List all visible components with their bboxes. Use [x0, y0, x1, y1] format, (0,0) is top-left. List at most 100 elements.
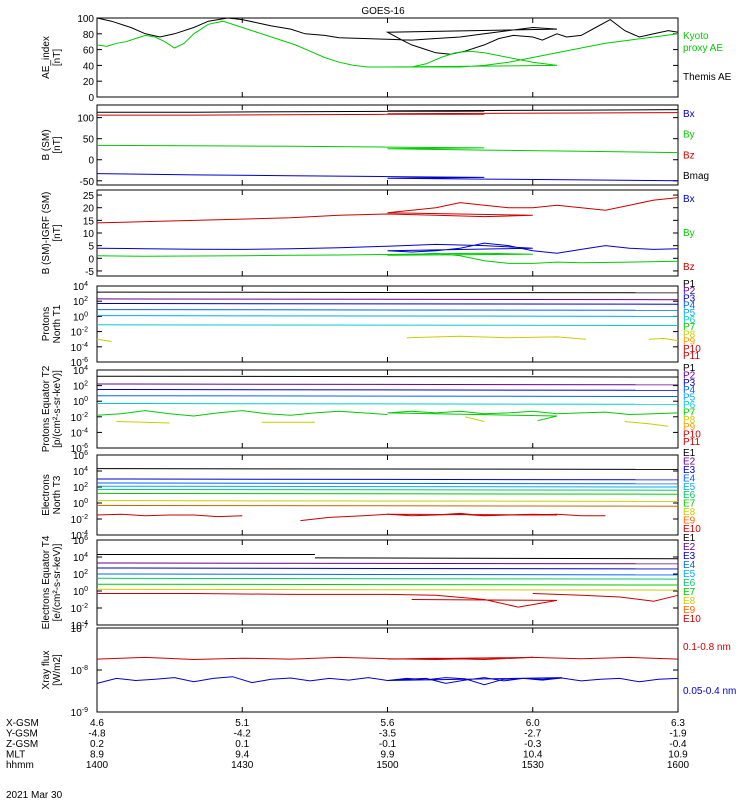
y-tick-label: 106 [73, 535, 88, 547]
y-axis-label: Protons Equator T2[p/(cm²-s-sr-keV)] [41, 365, 63, 452]
legend-p8: P8 [683, 415, 696, 426]
x-row-value: -0.3 [524, 739, 542, 750]
y-tick-label: 10-2 [71, 327, 88, 339]
y-tick-label: 10-2 [71, 412, 88, 424]
legend-e8: E8 [683, 507, 696, 518]
legend-p9: P9 [683, 422, 696, 433]
series-e7 [96, 492, 679, 495]
series-by [96, 252, 679, 264]
y-tick-label: 40 [83, 61, 95, 72]
legend-p8: P8 [683, 329, 696, 340]
x-row-value: -2.7 [524, 729, 542, 740]
y-tick-label: 10-9 [71, 707, 88, 719]
x-row-value: 1430 [231, 760, 254, 771]
x-row-value: 0.2 [90, 739, 104, 750]
legend-p6: P6 [683, 315, 696, 326]
series-bz [97, 112, 679, 116]
legend-p3: P3 [683, 293, 696, 304]
legend-p10: P10 [683, 430, 701, 441]
y-axis-label: B (SM)-IGRF (SM)[nT] [41, 192, 63, 275]
panel-frame [96, 285, 679, 363]
legend-p6: P6 [683, 400, 696, 411]
legend-themis-ae: Themis AE [683, 72, 732, 83]
series-bmag [97, 109, 679, 113]
series-e2 [96, 562, 679, 565]
legend-e7: E7 [683, 499, 696, 510]
series-p2 [96, 298, 679, 301]
series-e8 [96, 588, 679, 591]
x-row-value: -4.2 [234, 729, 252, 740]
legend-e7: E7 [683, 587, 696, 598]
legend-e8: E8 [683, 596, 696, 607]
panel-frame [96, 369, 679, 449]
y-tick-label: 10-6 [71, 443, 88, 455]
x-row-value: 0.1 [235, 739, 249, 750]
x-row-label: Y-GSM [6, 729, 38, 740]
x-row-value: 5.6 [381, 718, 395, 729]
x-row-value: 5.1 [235, 718, 249, 729]
legend-p9: P9 [683, 337, 696, 348]
series-p1 [96, 291, 679, 294]
series-e3 [96, 478, 679, 481]
y-tick-label: -50 [80, 177, 95, 188]
y-tick-label: 100 [73, 498, 88, 510]
y-tick-label: 0 [88, 93, 94, 104]
series-e7 [96, 583, 679, 586]
legend-e3: E3 [683, 465, 696, 476]
legend-p3: P3 [683, 378, 696, 389]
x-row-label: Z-GSM [6, 739, 38, 750]
y-tick-label: 102 [73, 482, 88, 494]
legend-kyoto: Kyoto [683, 31, 709, 42]
legend-p4: P4 [683, 385, 696, 396]
series-bx [96, 173, 679, 182]
y-tick-label: 100 [77, 14, 94, 25]
y-axis-label: Electrons Equator T4[e/(cm²-s-sr-keV)] [41, 535, 63, 629]
series-bx [96, 242, 679, 254]
series-e4 [96, 482, 679, 485]
x-row-value: 1400 [86, 760, 109, 771]
y-tick-label: 104 [73, 281, 88, 293]
y-tick-label: 10-7 [71, 623, 88, 635]
y-tick-label: 25 [83, 191, 95, 202]
panel-frame [96, 454, 679, 536]
y-tick-label: 10-2 [71, 603, 88, 615]
x-row-value: 6.0 [526, 718, 540, 729]
legend-by: By [683, 228, 695, 239]
y-tick-label: 10-8 [71, 665, 88, 677]
legend-bmag: Bmag [683, 171, 709, 182]
y-tick-label: 10-2 [71, 514, 88, 526]
legend-p7: P7 [683, 322, 696, 333]
series-e10 [532, 593, 679, 602]
series-e10 [300, 512, 606, 522]
x-row-value: 1500 [376, 760, 399, 771]
legend-e6: E6 [683, 490, 696, 501]
y-tick-label: 106 [73, 450, 88, 462]
x-row-value: -0.1 [379, 739, 397, 750]
panel-frame [96, 627, 679, 713]
series-bz [96, 197, 679, 224]
y-tick-label: 104 [73, 466, 88, 478]
y-tick-label: 10 [83, 229, 95, 240]
y-tick-label: 0 [88, 156, 94, 167]
legend-p5: P5 [683, 393, 696, 404]
series-e6 [96, 577, 679, 580]
legend-e4: E4 [683, 560, 696, 571]
series-0-1-0-8-nm [96, 656, 679, 661]
legend-e10: E10 [683, 524, 701, 535]
y-tick-label: 102 [73, 296, 88, 308]
x-row-value: 1530 [522, 760, 545, 771]
series-p8 [464, 416, 485, 422]
series-p5 [96, 315, 679, 317]
series-by [96, 144, 679, 154]
series-p7 [387, 410, 679, 422]
x-row-label: X-GSM [6, 718, 39, 729]
x-row-value: 9.4 [235, 750, 249, 761]
y-tick-label: 15 [83, 216, 95, 227]
series-p7 [96, 410, 388, 417]
y-tick-label: 50 [83, 135, 95, 146]
series-e9 [96, 504, 679, 507]
legend-p1: P1 [683, 363, 696, 374]
